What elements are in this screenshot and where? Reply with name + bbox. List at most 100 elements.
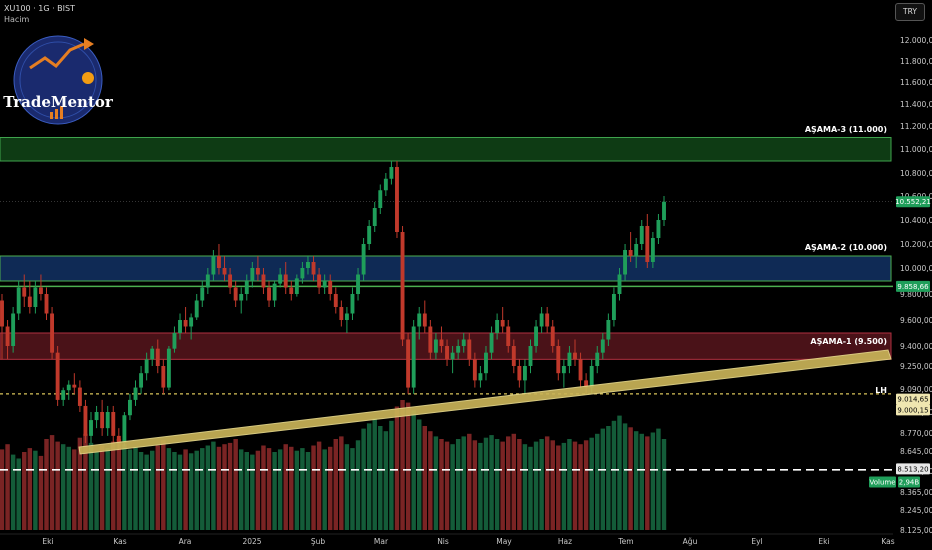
y-tick-label: 10.200,00 — [900, 240, 932, 249]
candle-body — [139, 373, 144, 388]
volume-bar — [277, 449, 283, 530]
candle-body — [228, 274, 233, 288]
price-tag-box — [896, 404, 930, 416]
volume-bar — [327, 446, 333, 530]
candle-body — [244, 281, 249, 294]
currency-button[interactable]: TRY — [895, 3, 925, 21]
annotation-label: AŞAMA-3 (11.000) — [805, 125, 887, 134]
logo-bar-icon — [55, 109, 58, 119]
x-tick-label: Tem — [617, 537, 633, 546]
price-tag-text: 9.000,15 — [897, 406, 928, 414]
volume-bar — [528, 446, 533, 530]
candle-body — [5, 326, 10, 346]
zone-aşama-3 — [0, 137, 892, 162]
candle-body — [77, 387, 82, 406]
volume-bar — [511, 433, 517, 530]
candle-body — [83, 405, 88, 436]
volume-bar — [372, 418, 377, 530]
y-tick-label: 10.400,00 — [900, 216, 932, 225]
volume-bar — [122, 444, 127, 530]
candle-body — [561, 366, 566, 374]
volume-bar — [567, 439, 572, 530]
volume-bar — [222, 444, 227, 530]
volume-bar — [389, 420, 394, 530]
candle-body — [578, 359, 583, 381]
volume-bar — [250, 454, 255, 530]
candle-body — [628, 250, 633, 256]
price-tag-text: Volume — [869, 479, 895, 487]
volume-bar — [49, 435, 55, 530]
candle-body — [417, 313, 422, 327]
candle-body — [116, 435, 121, 444]
candle-body — [255, 268, 260, 275]
volume-bar — [144, 454, 149, 530]
volume-bar — [645, 436, 650, 530]
candle-body — [94, 412, 99, 421]
price-tag-box — [896, 196, 930, 208]
candle-body — [16, 287, 21, 314]
volume-bar — [600, 428, 606, 530]
logo-arrow-icon — [29, 42, 85, 70]
candle-body — [322, 281, 327, 288]
price-tag-text: 9.014,65 — [897, 396, 928, 404]
volume-bar — [661, 439, 667, 530]
candle-body — [0, 300, 4, 327]
y-tick-label: 11.200,00 — [900, 122, 932, 131]
volume-bar — [656, 428, 661, 530]
candle-body — [456, 346, 461, 353]
candle-body — [484, 352, 488, 374]
volume-bar — [522, 444, 528, 530]
volume-bar — [22, 452, 27, 530]
candle-body — [100, 412, 105, 429]
volume-bar — [578, 444, 583, 530]
candle-body — [122, 415, 127, 444]
y-tick-label: 10.000,00 — [900, 264, 932, 273]
volume-bar — [83, 433, 88, 530]
volume-bar — [183, 449, 188, 530]
y-tick-label: 9.800,00 — [900, 290, 932, 299]
y-tick-label: 12.000,00 — [900, 36, 932, 45]
candle-body — [556, 346, 561, 374]
price-tag-box — [896, 463, 930, 475]
x-tick-label: 2025 — [242, 537, 261, 546]
volume-bar — [211, 441, 216, 530]
volume-bar — [556, 445, 561, 530]
candle-body — [22, 287, 27, 297]
volume-bar — [255, 450, 261, 530]
candle-body — [189, 317, 194, 327]
volume-bar — [461, 436, 466, 530]
volume-bar — [127, 449, 133, 530]
volume-bar — [149, 450, 155, 530]
volume-bar — [194, 450, 199, 530]
candle-body — [267, 287, 271, 301]
candle-body — [356, 274, 360, 294]
candle-body — [11, 313, 16, 346]
volume-bar — [111, 441, 116, 530]
volume-bar — [205, 445, 211, 530]
candle-body — [66, 384, 71, 391]
candle-body — [55, 352, 60, 400]
volume-bar — [133, 446, 138, 530]
volume-bar — [261, 445, 266, 530]
volume-bar — [633, 431, 639, 530]
volume-bar — [622, 423, 628, 530]
volume-bar — [394, 406, 400, 530]
volume-bar — [489, 435, 494, 530]
volume-indicator-label: Hacim — [4, 15, 30, 24]
volume-bar — [339, 436, 344, 530]
y-tick-label: 8.245,00 — [900, 506, 932, 515]
volume-bar — [572, 441, 578, 530]
x-tick-label: May — [496, 537, 512, 546]
y-tick-label: 9.090,00 — [900, 385, 932, 394]
symbol-label: XU100 · 1G · BIST — [4, 4, 75, 13]
volume-bar — [311, 445, 316, 530]
candle-body — [44, 294, 49, 314]
logo-bar-icon — [50, 112, 53, 119]
volume-bars — [0, 400, 667, 530]
candle-body — [522, 366, 527, 381]
volume-bar — [38, 455, 44, 530]
volume-bar — [500, 441, 505, 530]
logo-coin-icon — [82, 72, 94, 84]
candle-body — [339, 307, 344, 320]
